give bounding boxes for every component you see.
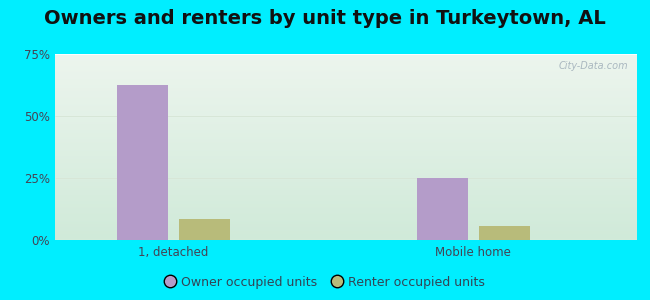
Bar <box>479 226 530 240</box>
Text: Owners and renters by unit type in Turkeytown, AL: Owners and renters by unit type in Turke… <box>44 9 606 28</box>
Text: City-Data.com: City-Data.com <box>558 61 628 71</box>
Bar <box>179 219 230 240</box>
Bar <box>417 178 468 240</box>
Bar <box>117 85 168 240</box>
Legend: Owner occupied units, Renter occupied units: Owner occupied units, Renter occupied un… <box>160 271 490 294</box>
